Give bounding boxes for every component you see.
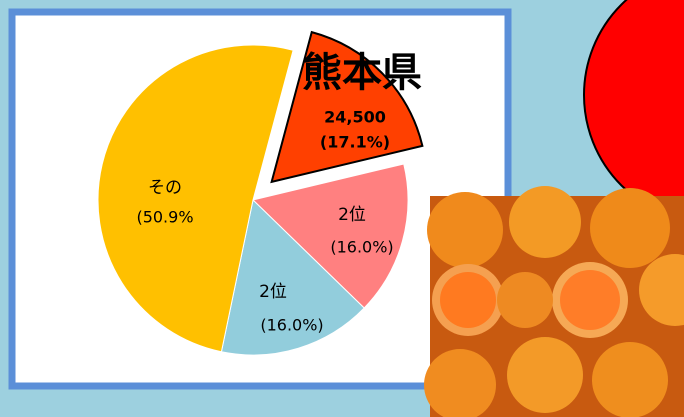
pie-slice: [251, 163, 409, 309]
amount-label: 24,500: [324, 108, 386, 127]
red-circle: [583, 0, 684, 221]
value-label: (16.0%): [330, 238, 393, 257]
value-label: (17.1%): [320, 133, 390, 152]
pie-slice: [270, 30, 424, 184]
pie-slice: [220, 199, 365, 356]
orange-photo: [424, 186, 684, 417]
slice-label: 2位: [259, 282, 287, 302]
slice-label: 熊本県: [302, 50, 422, 96]
slice-label: 2位: [338, 205, 366, 225]
pie-slice: [97, 44, 294, 353]
value-label: (50.9%: [136, 208, 193, 227]
slice-label: その: [148, 178, 182, 198]
value-label: (16.0%): [260, 316, 323, 335]
